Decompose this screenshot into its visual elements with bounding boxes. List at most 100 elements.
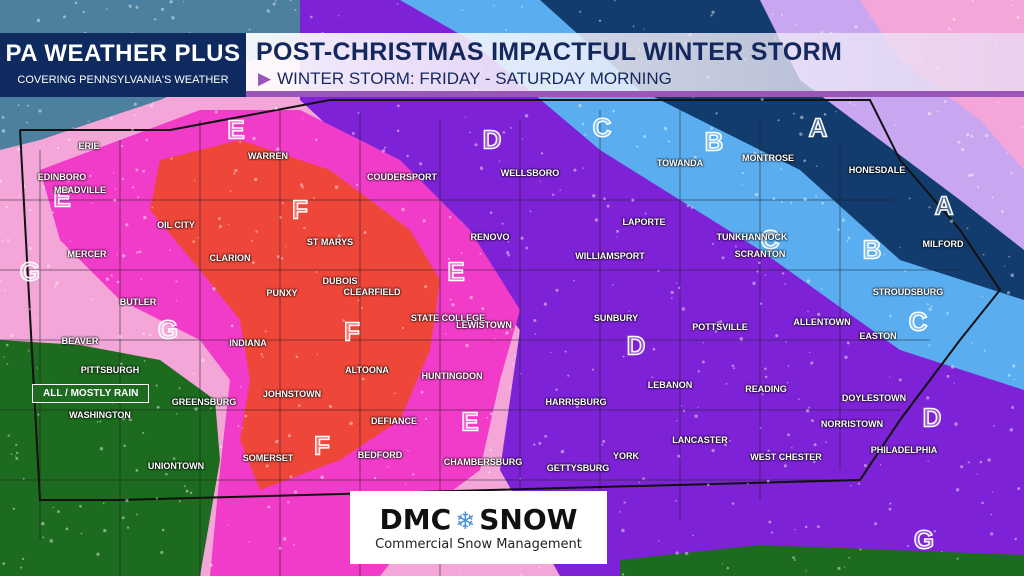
snowflake-mark <box>555 288 559 292</box>
snowflake-mark <box>172 457 176 460</box>
snowflake-mark <box>795 23 798 26</box>
snowflake-mark <box>849 484 852 487</box>
snowflake-mark <box>489 412 493 416</box>
zone-label-b: B <box>704 126 724 158</box>
snowflake-mark <box>1010 172 1013 175</box>
snowflake-mark <box>813 443 817 447</box>
snowflake-mark <box>983 349 986 352</box>
snowflake-mark <box>613 0 616 2</box>
snowflake-mark <box>316 353 318 356</box>
snowflake-mark <box>979 460 983 464</box>
snowflake-mark <box>133 102 137 106</box>
snowflake-mark <box>928 307 932 311</box>
snowflake-mark <box>806 279 811 283</box>
snowflake-mark <box>112 172 115 174</box>
snowflake-mark <box>0 179 3 183</box>
snowflake-mark <box>96 552 100 556</box>
snowflake-mark <box>807 310 809 313</box>
snowflake-mark <box>787 365 790 367</box>
snowflake-mark <box>784 283 787 285</box>
snowflake-mark <box>816 525 820 529</box>
snowflake-mark <box>790 201 793 204</box>
snowflake-mark <box>643 28 645 30</box>
snowflake-mark <box>898 378 902 382</box>
snowflake-mark <box>785 340 787 343</box>
snowflake-mark <box>847 236 851 240</box>
city-label: TOWANDA <box>656 158 704 168</box>
snowflake-mark <box>506 251 510 255</box>
snowflake-mark <box>663 126 668 131</box>
snowflake-mark <box>396 104 400 108</box>
snowflake-mark <box>1 129 6 133</box>
snowflake-mark <box>1009 428 1013 432</box>
zone-label-d: D <box>626 330 646 362</box>
zone-label-d: D <box>482 124 502 156</box>
snowflake-mark <box>984 133 989 138</box>
snowflake-mark <box>946 374 950 378</box>
snowflake-mark <box>683 409 686 412</box>
snowflake-mark <box>534 333 537 335</box>
county-borders <box>0 110 960 576</box>
snowflake-mark <box>636 145 639 148</box>
snowflake-mark <box>928 344 931 347</box>
snowflake-mark <box>791 446 793 449</box>
city-label: WARREN <box>248 151 288 161</box>
snowflake-mark <box>20 566 23 569</box>
snowflake-mark <box>602 440 606 443</box>
city-label: LEWISTOWN <box>456 320 512 330</box>
snowflake-mark <box>96 421 99 423</box>
snowflake-mark <box>507 240 510 243</box>
snowflake-mark <box>926 303 929 306</box>
snowflake-mark <box>391 456 394 459</box>
snowflake-mark <box>624 220 626 223</box>
snowflake-mark <box>976 186 980 189</box>
snowflake-mark <box>310 15 313 19</box>
snowflake-mark <box>781 13 784 16</box>
snowflake-mark <box>125 498 129 502</box>
snowflake-mark <box>121 177 124 181</box>
snowflake-mark <box>7 434 10 437</box>
snowflake-mark <box>764 375 768 379</box>
snowflake-mark <box>210 407 212 409</box>
snowflake-mark <box>175 280 178 283</box>
snowflake-mark <box>27 104 30 107</box>
snowflake-mark <box>14 455 17 457</box>
zone-label-c: C <box>760 224 780 256</box>
snowflake-mark <box>448 216 452 219</box>
snowflake-mark <box>686 204 690 208</box>
snowflake-mark <box>794 528 796 531</box>
snowflake-mark <box>993 424 995 427</box>
snowflake-mark <box>1 115 5 119</box>
snowflake-mark <box>251 240 253 242</box>
snowflake-mark <box>89 174 92 177</box>
snowflake-mark <box>987 458 991 462</box>
snowflake-mark <box>677 286 681 290</box>
snowflake-mark <box>143 360 146 362</box>
snowflake-mark <box>971 0 974 3</box>
snowflake-mark <box>289 0 292 2</box>
snowflake-mark <box>670 290 674 295</box>
snowflake-mark <box>693 155 697 159</box>
snowflake-mark <box>815 165 818 167</box>
snowflake-mark <box>874 522 878 526</box>
snowflake-mark <box>299 183 304 187</box>
snowflake-mark <box>15 456 19 460</box>
snowflake-mark <box>212 287 216 291</box>
snowflake-mark <box>879 463 882 466</box>
snowflake-mark <box>125 223 129 227</box>
snowflake-mark <box>612 109 615 113</box>
snowflake-mark <box>601 443 604 446</box>
snowflake-mark <box>156 405 160 409</box>
snowflake-mark <box>265 464 269 468</box>
city-label: STATE COLLEGE <box>410 313 486 323</box>
snowflake-mark <box>275 439 279 444</box>
snowflake-mark <box>643 134 647 139</box>
city-label: WASHINGTON <box>69 410 131 420</box>
snowflake-mark <box>419 162 423 166</box>
snowflake-mark <box>262 356 264 358</box>
snowflake-mark <box>642 477 645 480</box>
snowflake-mark <box>272 2 276 6</box>
snowflake-mark <box>997 101 999 104</box>
snowflake-mark <box>227 224 230 226</box>
snowflake-mark <box>90 202 93 204</box>
